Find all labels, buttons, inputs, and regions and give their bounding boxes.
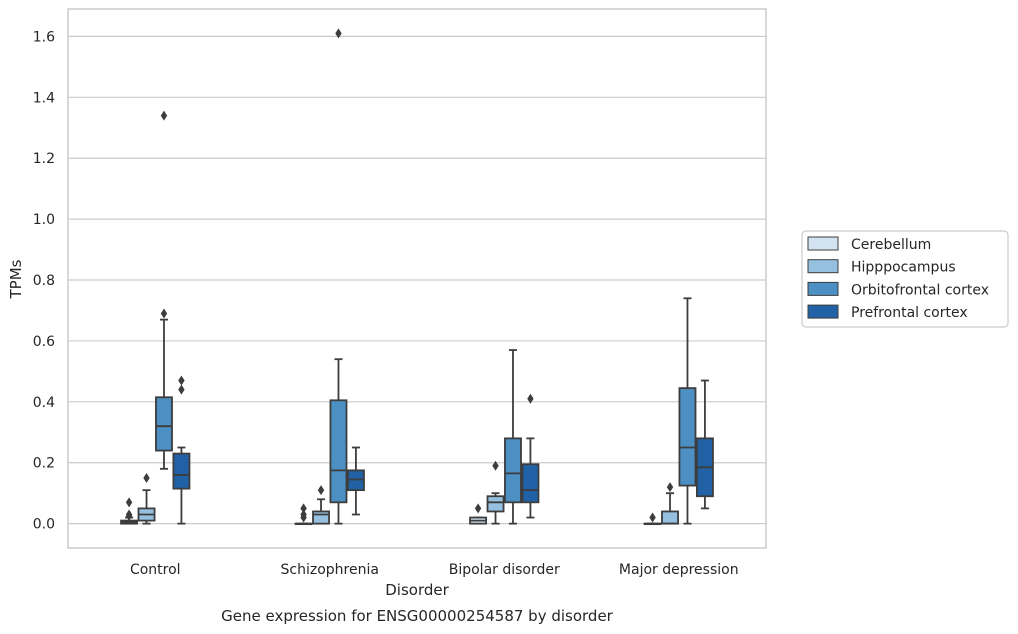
box-cerebellum-major-depression xyxy=(643,512,662,526)
legend-swatch xyxy=(807,281,839,296)
y-axis-label: TPMs xyxy=(7,259,25,299)
outlier-point xyxy=(492,460,499,471)
box-prefrontal-cortex-major-depression xyxy=(695,379,714,510)
legend-label: Hipppocampus xyxy=(851,260,956,276)
legend-frame xyxy=(801,230,1009,328)
y-tick-label: 0.6 xyxy=(33,334,55,350)
box-iqr xyxy=(678,387,697,487)
x-axis-ticks: Control Schizophrenia Bipolar disorder Majo… xyxy=(130,562,739,578)
box-plot-series xyxy=(120,28,714,526)
y-tick-label: 0.0 xyxy=(33,517,55,533)
x-tick-label: Schizophrenia xyxy=(281,562,379,578)
plot-frame xyxy=(67,8,767,549)
outlier-point xyxy=(143,472,150,483)
box-iqr xyxy=(504,437,522,504)
outlier-point xyxy=(317,485,325,496)
box-iqr xyxy=(172,452,191,490)
box-prefrontal-cortex-control xyxy=(172,375,191,525)
x-axis-label: Disorder xyxy=(385,581,449,599)
box-iqr xyxy=(312,510,330,525)
legend-label: Prefrontal cortex xyxy=(851,305,968,321)
legend-swatch xyxy=(807,259,839,274)
box-orbitofrontal-cortex-bipolar-disorder xyxy=(504,349,522,525)
x-tick-label: Major depression xyxy=(619,562,739,578)
box-orbitofrontal-cortex-major-depression xyxy=(678,297,697,525)
legend-swatch xyxy=(807,236,839,251)
box-iqr xyxy=(486,495,505,513)
box-hipppocampus-bipolar-disorder xyxy=(486,460,505,525)
box-orbitofrontal-cortex-schizophrenia xyxy=(329,28,348,525)
y-axis-ticks: 0.0 0.2 0.4 0.6 0.8 1.0 1.2 1.4 1.6 xyxy=(33,29,55,532)
outlier-point xyxy=(300,512,307,523)
outlier-point xyxy=(666,482,674,493)
outlier-point xyxy=(649,512,656,523)
box-hipppocampus-major-depression xyxy=(661,482,679,525)
x-tick-label: Bipolar disorder xyxy=(449,562,560,578)
legend: Cerebellum Hipppocampus Orbitofrontal cort… xyxy=(801,230,1009,328)
legend-label: Orbitofrontal cortex xyxy=(851,282,989,298)
box-cerebellum-schizophrenia xyxy=(294,503,313,526)
outlier-point xyxy=(125,511,133,522)
box-iqr xyxy=(661,510,679,525)
legend-swatch xyxy=(807,304,839,319)
box-iqr xyxy=(329,399,348,504)
box-prefrontal-cortex-bipolar-disorder xyxy=(521,393,540,519)
outlier-point xyxy=(160,110,168,121)
outlier-point xyxy=(178,375,185,386)
outlier-point xyxy=(527,393,534,404)
outlier-point xyxy=(125,497,133,508)
box-cerebellum-bipolar-disorder xyxy=(469,503,488,525)
chart-caption: Gene expression for ENSG00000254587 by d… xyxy=(221,607,614,625)
y-tick-label: 1.6 xyxy=(33,29,55,45)
plot-border xyxy=(67,8,767,549)
outlier-point xyxy=(178,384,185,395)
x-tick-label: Control xyxy=(130,562,181,578)
y-tick-label: 0.8 xyxy=(33,273,55,289)
y-tick-label: 1.0 xyxy=(33,212,55,228)
box-cerebellum-control xyxy=(120,497,139,525)
legend-label: Cerebellum xyxy=(851,237,931,253)
y-tick-label: 0.2 xyxy=(33,456,55,472)
box-orbitofrontal-cortex-control xyxy=(155,110,173,470)
outlier-point xyxy=(160,308,168,319)
box-hipppocampus-control xyxy=(137,472,156,525)
box-hipppocampus-schizophrenia xyxy=(312,485,330,525)
outlier-point xyxy=(474,503,482,514)
y-tick-label: 1.2 xyxy=(33,151,55,167)
outlier-point xyxy=(300,503,307,514)
box-iqr xyxy=(155,396,173,452)
box-prefrontal-cortex-schizophrenia xyxy=(346,446,365,516)
y-tick-label: 1.4 xyxy=(33,90,55,106)
y-tick-label: 0.4 xyxy=(33,395,55,411)
box-iqr xyxy=(521,463,540,504)
outlier-point xyxy=(335,28,342,39)
